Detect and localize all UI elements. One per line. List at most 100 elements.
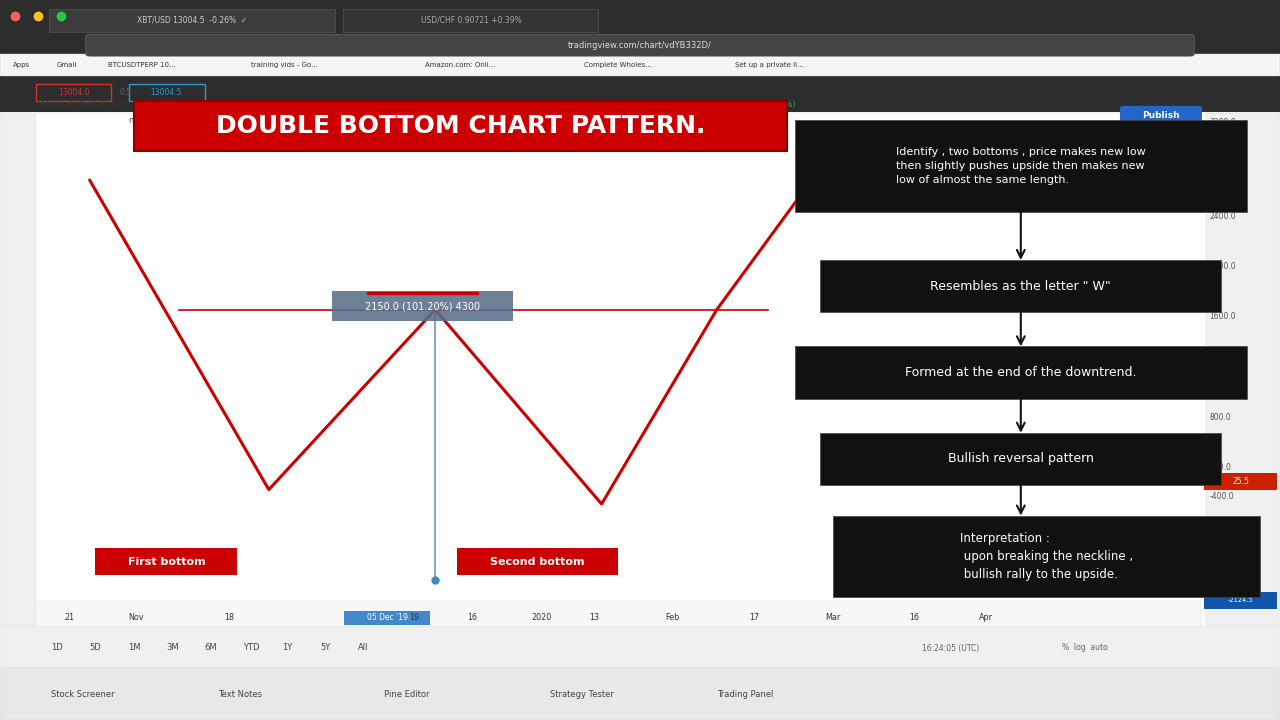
FancyBboxPatch shape — [333, 291, 512, 321]
Text: 16:24:05 (UTC): 16:24:05 (UTC) — [922, 644, 979, 652]
Text: Publish: Publish — [1142, 112, 1180, 120]
Text: 2150.0 (101.20%) 4300: 2150.0 (101.20%) 4300 — [365, 301, 480, 311]
Text: Mar: Mar — [826, 613, 841, 622]
FancyBboxPatch shape — [96, 548, 238, 575]
Text: Complete Wholes...: Complete Wholes... — [584, 62, 652, 68]
FancyBboxPatch shape — [820, 260, 1221, 312]
Text: 17: 17 — [749, 613, 759, 622]
Text: 13004.0: 13004.0 — [58, 88, 90, 96]
FancyBboxPatch shape — [0, 76, 1280, 113]
FancyBboxPatch shape — [0, 0, 1280, 112]
Text: -800.0: -800.0 — [1210, 521, 1234, 530]
Text: 18: 18 — [224, 613, 234, 622]
Text: 2800.0: 2800.0 — [1210, 161, 1236, 170]
Text: 15m: 15m — [184, 117, 204, 125]
Text: Bitcoin / US Dollar Perpetual Inverse Swap Contract  1D  BITMEX: Bitcoin / US Dollar Perpetual Inverse Sw… — [38, 100, 310, 109]
FancyBboxPatch shape — [795, 346, 1247, 399]
Text: 21: 21 — [64, 613, 74, 622]
Text: Interpretation :
 upon breaking the neckline ,
 bullish rally to the upside.: Interpretation : upon breaking the neckl… — [960, 531, 1133, 581]
Text: 19: 19 — [410, 613, 420, 622]
Text: D: D — [325, 117, 332, 125]
FancyBboxPatch shape — [1204, 592, 1277, 609]
Text: First bottom: First bottom — [128, 557, 205, 567]
Text: 5D: 5D — [90, 644, 101, 652]
Text: -1200.0: -1200.0 — [1210, 546, 1239, 555]
Text: m: m — [128, 117, 136, 125]
Text: Feb: Feb — [666, 613, 680, 622]
Text: -2400.0: -2400.0 — [1210, 590, 1239, 598]
Text: 2h: 2h — [269, 117, 279, 125]
Text: -1600.0: -1600.0 — [1210, 568, 1239, 577]
Text: DOUBLE BOTTOM CHART PATTERN.: DOUBLE BOTTOM CHART PATTERN. — [216, 114, 705, 138]
Text: Strategy Tester: Strategy Tester — [550, 690, 614, 698]
Text: %  log  auto: % log auto — [1062, 644, 1108, 652]
Text: USD/CHF 0.90721 +0.39%: USD/CHF 0.90721 +0.39% — [421, 16, 521, 24]
Text: Second bottom: Second bottom — [490, 557, 585, 567]
Text: Amazon.com: Onli...: Amazon.com: Onli... — [425, 62, 495, 68]
Text: 2400.0: 2400.0 — [1210, 212, 1236, 220]
Text: Apr: Apr — [979, 613, 993, 622]
Text: 400.0: 400.0 — [1210, 464, 1231, 472]
Text: 5Y: 5Y — [320, 644, 330, 652]
Text: XBT/USD 13004.5  -0.26%  ✓: XBT/USD 13004.5 -0.26% ✓ — [137, 16, 247, 24]
FancyBboxPatch shape — [457, 548, 618, 575]
Text: 1h: 1h — [241, 117, 251, 125]
Text: 2020: 2020 — [531, 613, 552, 622]
Text: Pine Editor: Pine Editor — [384, 690, 430, 698]
FancyBboxPatch shape — [820, 433, 1221, 485]
Text: YTD: YTD — [243, 644, 260, 652]
Text: 3M: 3M — [166, 644, 179, 652]
Text: 0.5: 0.5 — [119, 88, 131, 96]
Text: 1M: 1M — [128, 644, 141, 652]
FancyBboxPatch shape — [0, 668, 1280, 720]
FancyBboxPatch shape — [134, 101, 787, 151]
Text: O7192.5  H7480.0  L7140.0  C7391.5  +199.0 (+2.77%): O7192.5 H7480.0 L7140.0 C7391.5 +199.0 (… — [572, 100, 796, 109]
Text: 13: 13 — [589, 613, 599, 622]
Text: 2000.0: 2000.0 — [1210, 262, 1236, 271]
Text: Gmail: Gmail — [56, 62, 77, 68]
Text: tradingview.com/chart/vdYB332D/: tradingview.com/chart/vdYB332D/ — [568, 41, 712, 50]
Text: -400.0: -400.0 — [1210, 492, 1234, 501]
Text: Text Notes: Text Notes — [218, 690, 261, 698]
Text: All: All — [358, 644, 369, 652]
Text: training vids - Go...: training vids - Go... — [251, 62, 317, 68]
FancyBboxPatch shape — [833, 516, 1260, 597]
Text: Stock Screener: Stock Screener — [51, 690, 115, 698]
FancyBboxPatch shape — [795, 120, 1247, 212]
FancyBboxPatch shape — [1206, 113, 1280, 626]
Text: 1600.0: 1600.0 — [1210, 312, 1236, 321]
FancyBboxPatch shape — [49, 9, 335, 32]
Text: 30m: 30m — [212, 117, 232, 125]
FancyBboxPatch shape — [1120, 106, 1202, 126]
FancyBboxPatch shape — [86, 35, 1194, 56]
Text: 1Y: 1Y — [282, 644, 292, 652]
Text: 4h: 4h — [297, 117, 307, 125]
Text: Identify , two bottoms , price makes new low
then slightly pushes upside then ma: Identify , two bottoms , price makes new… — [896, 147, 1146, 184]
Text: Apps: Apps — [13, 62, 29, 68]
Text: Resembles as the letter " W": Resembles as the letter " W" — [931, 279, 1111, 293]
Text: 16: 16 — [909, 613, 919, 622]
FancyBboxPatch shape — [0, 626, 1280, 670]
Text: Formed at the end of the downtrend.: Formed at the end of the downtrend. — [905, 366, 1137, 379]
Text: 05 Dec '19: 05 Dec '19 — [367, 613, 408, 622]
FancyBboxPatch shape — [0, 113, 36, 626]
Text: M: M — [381, 117, 389, 125]
FancyBboxPatch shape — [1204, 473, 1277, 490]
Text: Nov: Nov — [128, 613, 143, 622]
Text: 1D: 1D — [51, 644, 63, 652]
Text: 6M: 6M — [205, 644, 218, 652]
Text: Set up a private li...: Set up a private li... — [735, 62, 804, 68]
Text: BTCUSDTPERP 10...: BTCUSDTPERP 10... — [108, 62, 175, 68]
FancyBboxPatch shape — [343, 9, 598, 32]
Text: Bullish reversal pattern: Bullish reversal pattern — [948, 452, 1093, 466]
Text: -2124.5: -2124.5 — [1228, 598, 1254, 603]
Text: 800.0: 800.0 — [1210, 413, 1231, 422]
FancyBboxPatch shape — [0, 54, 1280, 76]
Text: 16: 16 — [467, 613, 477, 622]
FancyBboxPatch shape — [344, 611, 430, 625]
Text: 25.5: 25.5 — [1233, 477, 1249, 486]
Text: 1200.0: 1200.0 — [1210, 363, 1236, 372]
Text: W: W — [353, 117, 361, 125]
Text: Trading Panel: Trading Panel — [717, 690, 773, 698]
Text: 3200.0: 3200.0 — [1210, 118, 1236, 127]
